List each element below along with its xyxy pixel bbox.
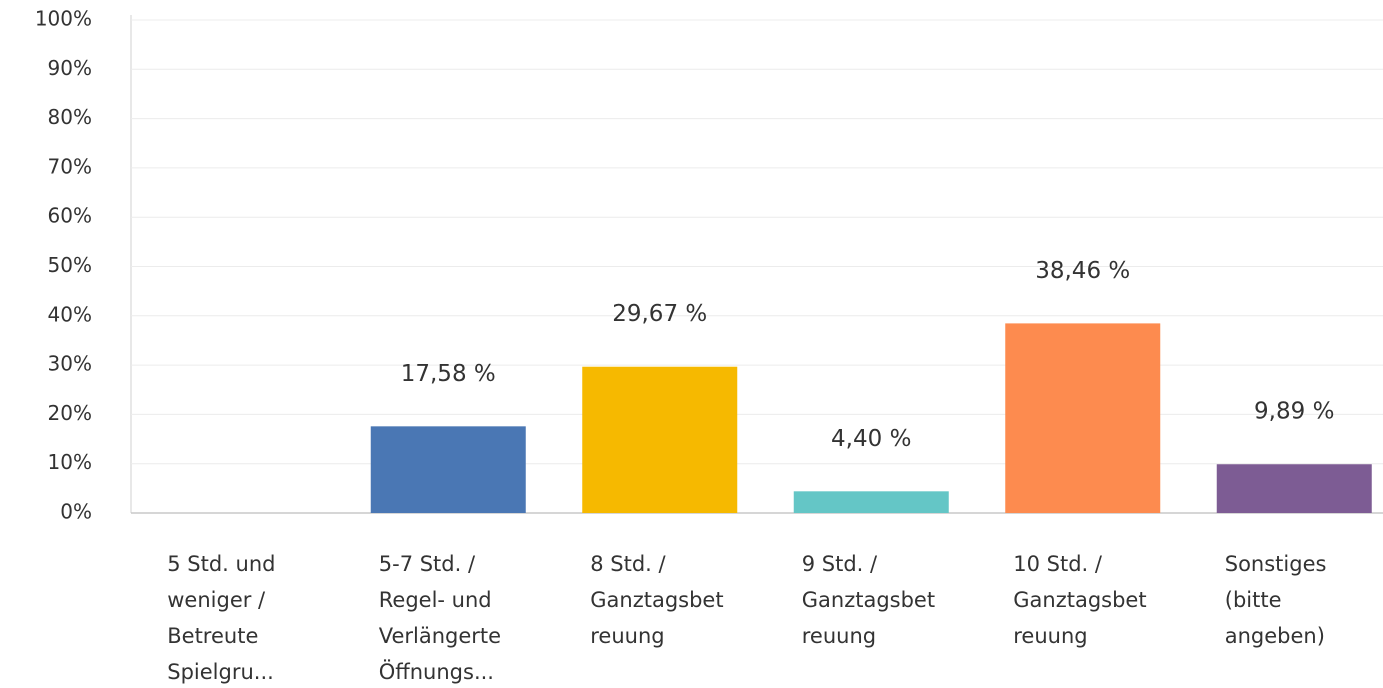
value-label: 38,46 % (1035, 258, 1130, 284)
y-tick-label: 30% (48, 352, 92, 376)
value-label: 4,40 % (831, 426, 911, 452)
x-tick-label: 10 Std. / (1013, 552, 1103, 576)
x-tick-label: Ganztagsbet (802, 588, 935, 612)
bar (1005, 323, 1161, 513)
x-tick-label: Regel- und (379, 588, 492, 612)
x-tick-label: Öffnungs... (379, 659, 494, 684)
x-tick-label: Ganztagsbet (590, 588, 723, 612)
y-tick-label: 90% (48, 56, 92, 80)
value-label: 9,89 % (1254, 399, 1334, 425)
x-tick-label: weniger / (167, 588, 266, 612)
y-tick-label: 0% (60, 500, 92, 524)
y-tick-label: 100% (35, 7, 92, 31)
x-tick-label: 5-7 Std. / (379, 552, 476, 576)
y-tick-label: 50% (48, 253, 92, 277)
y-tick-label: 70% (48, 154, 92, 178)
x-tick-label: Spielgru... (167, 660, 274, 684)
value-label: 29,67 % (612, 301, 707, 327)
x-tick-label: (bitte (1225, 588, 1282, 612)
y-tick-label: 60% (48, 204, 92, 228)
y-tick-label: 40% (48, 302, 92, 326)
bar (582, 366, 738, 513)
bar (1216, 464, 1372, 513)
x-tick-label: reuung (1013, 624, 1087, 648)
x-tick-label: Verlängerte (379, 624, 501, 648)
x-tick-label: 8 Std. / (590, 552, 666, 576)
y-tick-label: 80% (48, 105, 92, 129)
x-tick-label: reuung (802, 624, 876, 648)
x-tick-label: 9 Std. / (802, 552, 878, 576)
bar (793, 491, 949, 513)
y-tick-label: 20% (48, 401, 92, 425)
x-tick-label: angeben) (1225, 624, 1325, 648)
x-tick-label: Betreute (167, 624, 258, 648)
x-tick-label: Sonstiges (1225, 552, 1327, 576)
bar (370, 426, 526, 513)
x-tick-label: 5 Std. und (167, 552, 275, 576)
y-tick-label: 10% (48, 450, 92, 474)
value-label: 17,58 % (401, 361, 496, 387)
x-tick-label: Ganztagsbet (1013, 588, 1146, 612)
x-tick-label: reuung (590, 624, 664, 648)
